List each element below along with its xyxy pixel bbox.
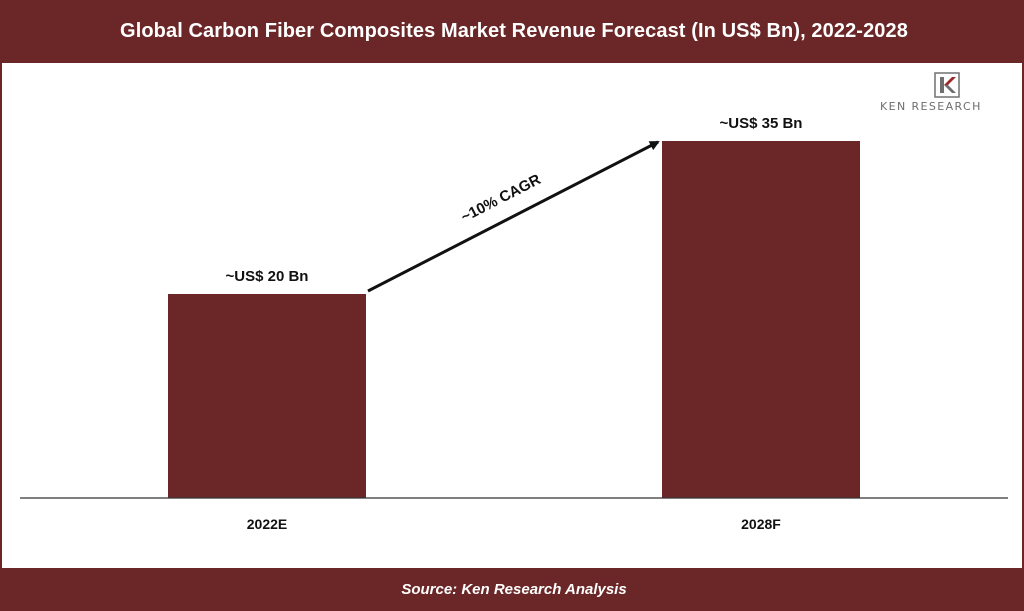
bar-2028F: [662, 141, 860, 498]
source-footer-bar: Source: Ken Research Analysis: [2, 568, 1024, 611]
chart-title: Global Carbon Fiber Composites Market Re…: [120, 20, 908, 42]
source-note: Source: Ken Research Analysis: [401, 581, 627, 598]
ken-research-k-logo-icon: [934, 72, 960, 98]
ken-research-logo: KEN RESEARCH: [880, 72, 1020, 116]
chart-title-bar: Global Carbon Fiber Composites Market Re…: [2, 0, 1024, 63]
logo-text: KEN RESEARCH: [880, 100, 982, 113]
bar-2022E: [168, 294, 366, 498]
cagr-annotation: ~10% CAGR: [458, 171, 543, 226]
data-label-2022E: ~US$ 20 Bn: [226, 268, 309, 285]
x-tick-label-2028F: 2028F: [741, 516, 781, 532]
cagr-arrow: [367, 140, 660, 293]
x-tick-label-2022E: 2022E: [247, 516, 287, 532]
data-label-2028F: ~US$ 35 Bn: [720, 115, 803, 132]
